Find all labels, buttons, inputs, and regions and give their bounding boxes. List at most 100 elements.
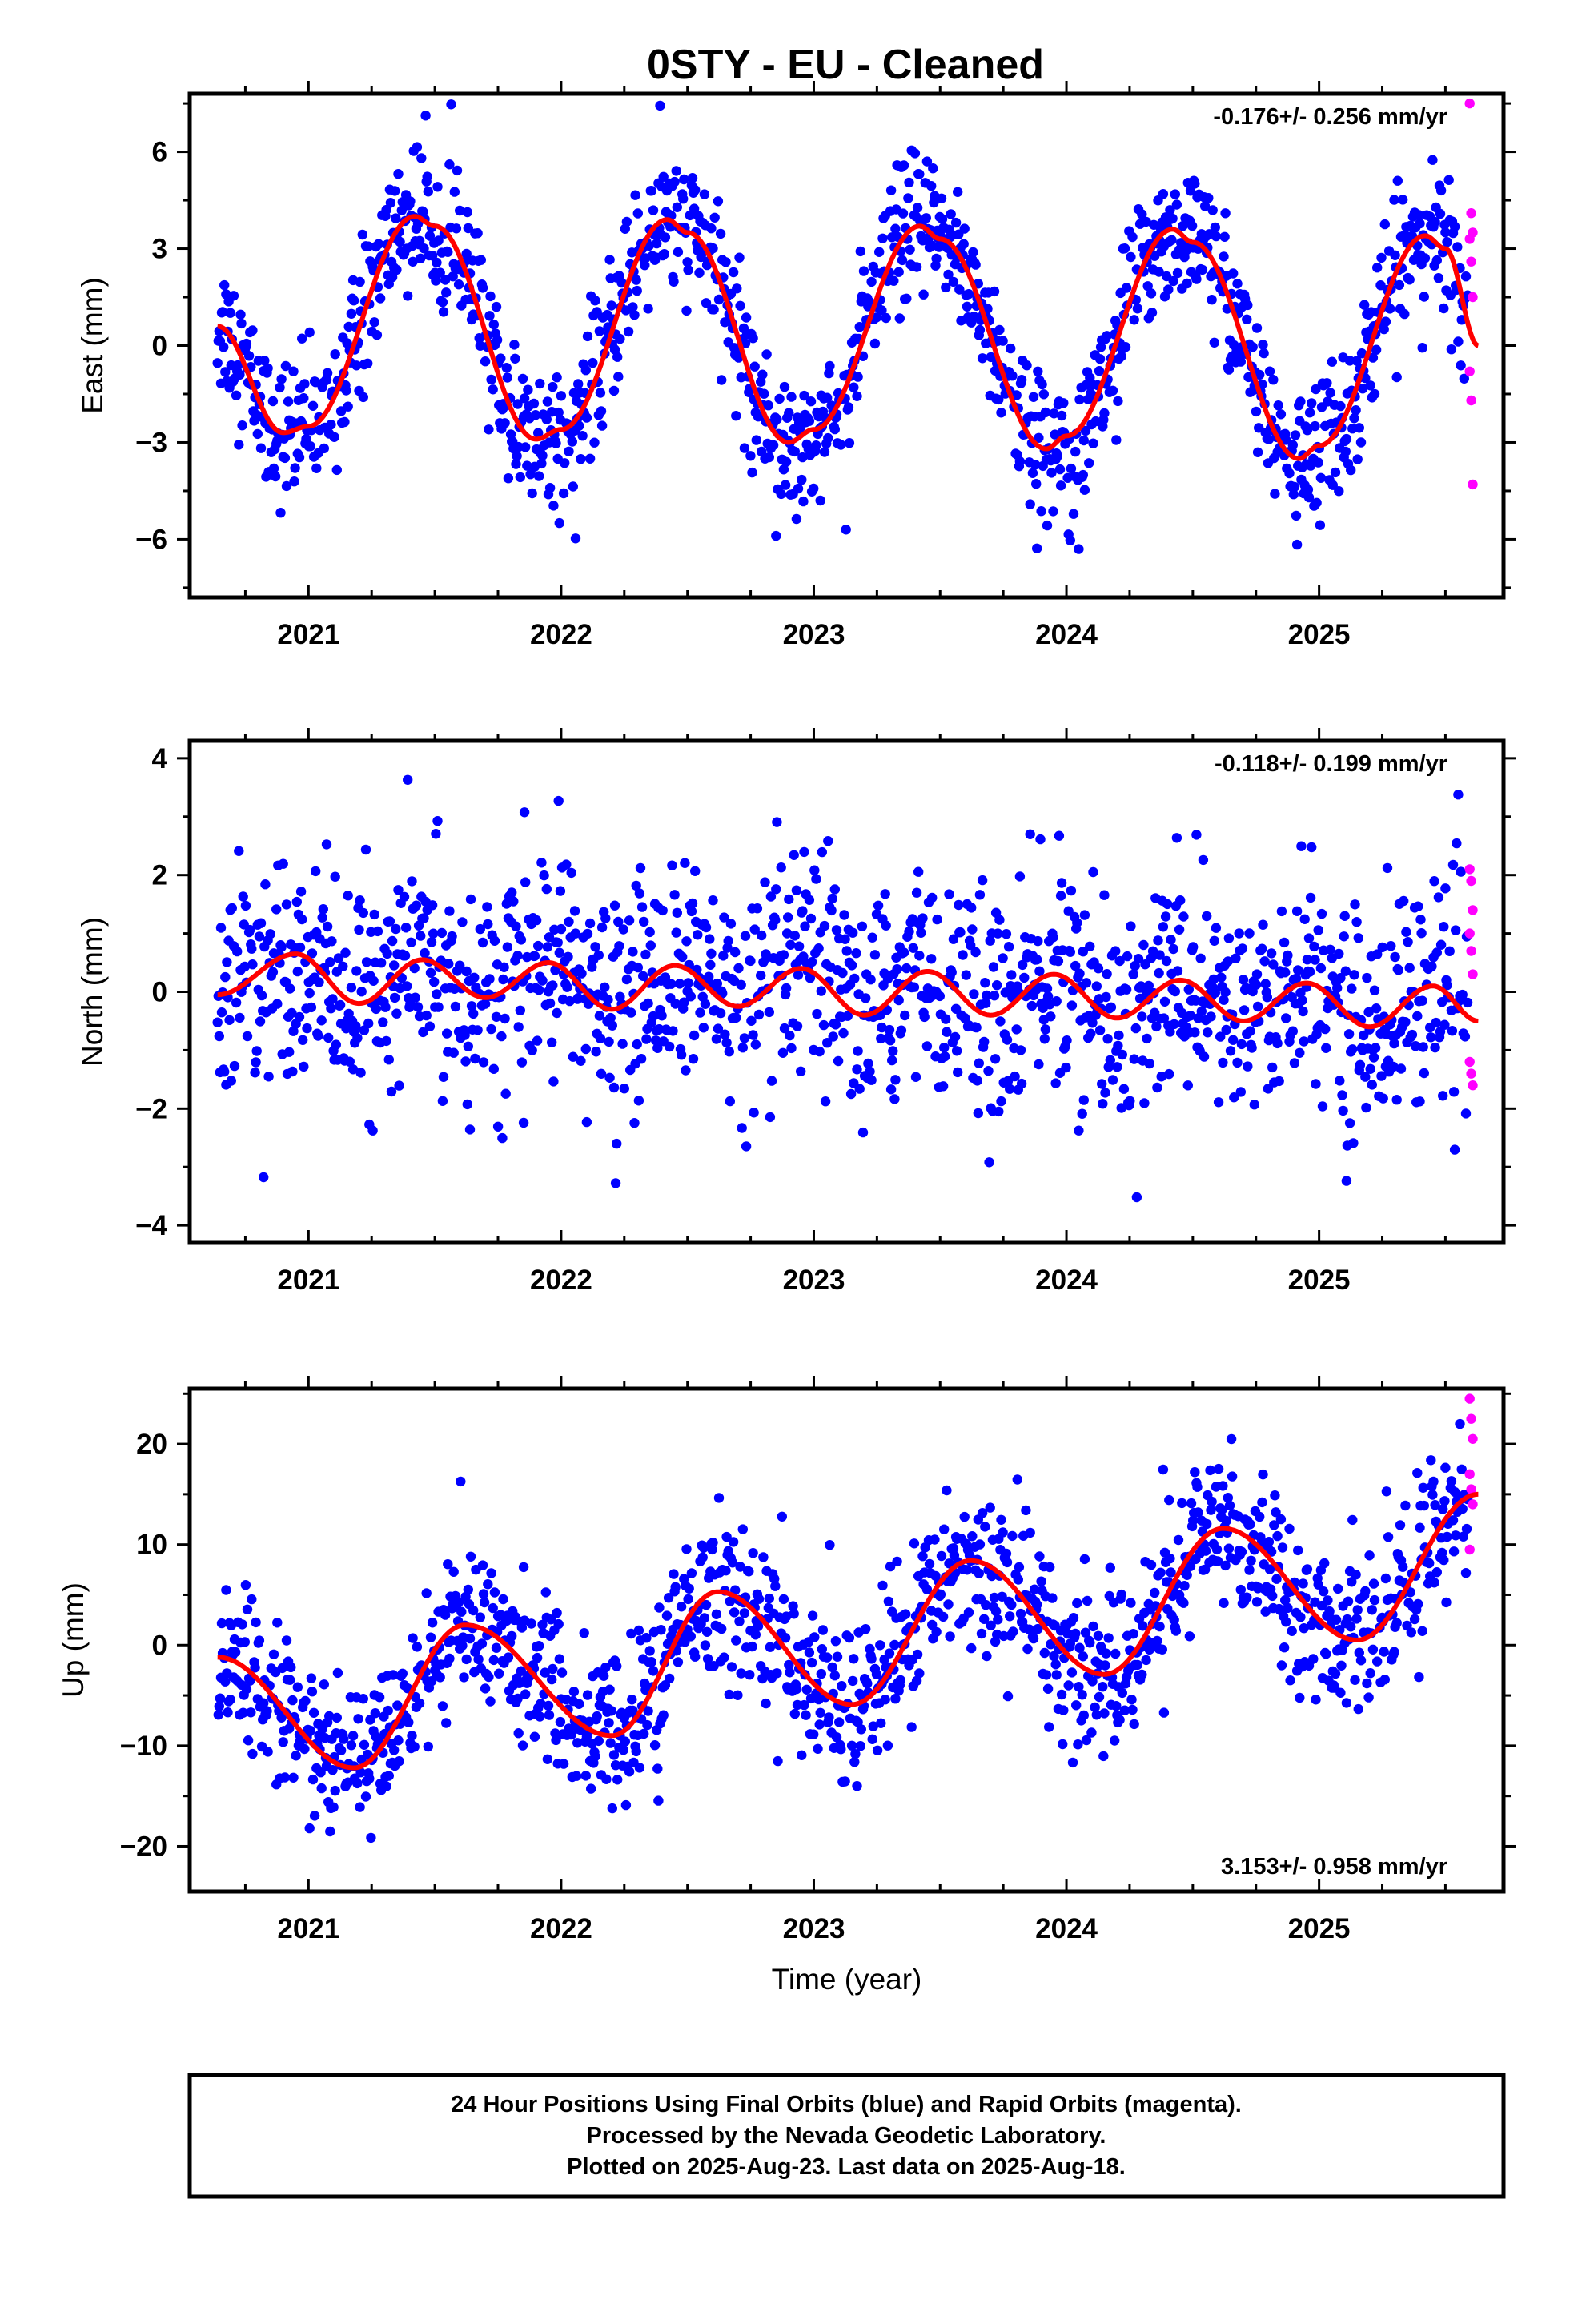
final-point (778, 464, 789, 475)
final-point (304, 1823, 315, 1834)
final-point (567, 436, 577, 447)
final-point (1093, 1630, 1104, 1641)
final-point (613, 916, 624, 927)
final-point (921, 1584, 933, 1594)
final-point (1449, 1144, 1460, 1155)
final-point (501, 363, 512, 373)
final-point (245, 1675, 255, 1686)
final-point (1441, 1597, 1452, 1608)
final-point (457, 917, 468, 927)
final-point (381, 1035, 391, 1047)
final-point (889, 1639, 900, 1651)
final-point (921, 213, 932, 223)
final-point (1110, 1648, 1121, 1659)
final-point (456, 1476, 466, 1487)
final-point (1099, 408, 1110, 419)
final-point (619, 1084, 629, 1094)
final-point (351, 360, 362, 371)
final-point (1051, 996, 1062, 1007)
final-point (552, 937, 563, 948)
final-point (1174, 924, 1185, 935)
final-point (404, 1717, 414, 1727)
final-point (739, 1033, 750, 1043)
final-point (436, 927, 447, 939)
final-point (1293, 965, 1303, 975)
final-point (749, 924, 760, 935)
final-point (460, 1030, 470, 1040)
final-point (571, 1771, 582, 1781)
final-point (1042, 991, 1054, 1002)
final-point (620, 1736, 630, 1747)
final-point (1029, 1584, 1040, 1594)
final-point (214, 1701, 224, 1711)
final-point (1097, 1079, 1107, 1089)
final-point (1273, 400, 1283, 411)
final-point (236, 318, 247, 329)
final-point (580, 365, 591, 376)
final-point (772, 414, 782, 424)
final-point (560, 458, 570, 468)
final-point (1429, 1578, 1439, 1588)
final-point (1343, 1029, 1355, 1039)
final-point (1417, 995, 1427, 1006)
final-point (839, 910, 849, 920)
final-point (212, 358, 223, 368)
final-point (1039, 1034, 1050, 1044)
final-point (1305, 892, 1316, 903)
final-point (1446, 1476, 1457, 1486)
final-point (1456, 360, 1466, 371)
final-point (1453, 336, 1464, 347)
final-point (1153, 935, 1163, 946)
final-point (292, 1682, 303, 1692)
final-point (700, 999, 711, 1010)
final-point (523, 384, 533, 395)
final-point (731, 1635, 741, 1646)
final-point (831, 1732, 842, 1743)
final-point (1291, 510, 1302, 521)
final-point (869, 338, 881, 349)
final-point (570, 533, 581, 544)
final-point (996, 1514, 1006, 1526)
final-point (1255, 369, 1265, 380)
final-point (1232, 1057, 1243, 1068)
final-point (1158, 189, 1169, 199)
final-point (1210, 222, 1221, 233)
final-point (834, 1717, 845, 1727)
final-point (831, 925, 842, 935)
final-point (601, 1774, 612, 1784)
final-point (387, 1670, 399, 1680)
final-point (709, 212, 720, 223)
final-point (943, 1599, 954, 1610)
final-point (568, 1687, 580, 1697)
final-point (496, 1031, 507, 1042)
final-point (1218, 1481, 1228, 1491)
final-point (574, 420, 584, 431)
final-point (1055, 891, 1066, 901)
final-point (639, 1728, 649, 1739)
final-point (1360, 1586, 1371, 1597)
final-point (785, 939, 796, 951)
final-point (1260, 1606, 1271, 1617)
final-point (1351, 1570, 1361, 1580)
final-point (1313, 925, 1323, 935)
final-point (780, 480, 791, 490)
rapid-point (1466, 946, 1476, 956)
final-point (582, 1690, 593, 1700)
final-point (537, 450, 548, 461)
final-point (687, 173, 698, 183)
final-point (1058, 1705, 1069, 1715)
final-point (593, 1735, 604, 1747)
final-point (486, 374, 496, 385)
final-point (255, 443, 267, 453)
final-point (234, 846, 244, 856)
final-point (1426, 1032, 1436, 1043)
final-point (822, 1038, 833, 1048)
final-point (1040, 407, 1051, 418)
final-point (1226, 1433, 1237, 1445)
final-point (397, 1668, 408, 1679)
y-tick-label: 3 (152, 234, 167, 265)
final-point (1379, 1675, 1391, 1685)
final-point (1439, 1554, 1449, 1566)
final-point (744, 1566, 754, 1577)
final-point (792, 1021, 803, 1031)
